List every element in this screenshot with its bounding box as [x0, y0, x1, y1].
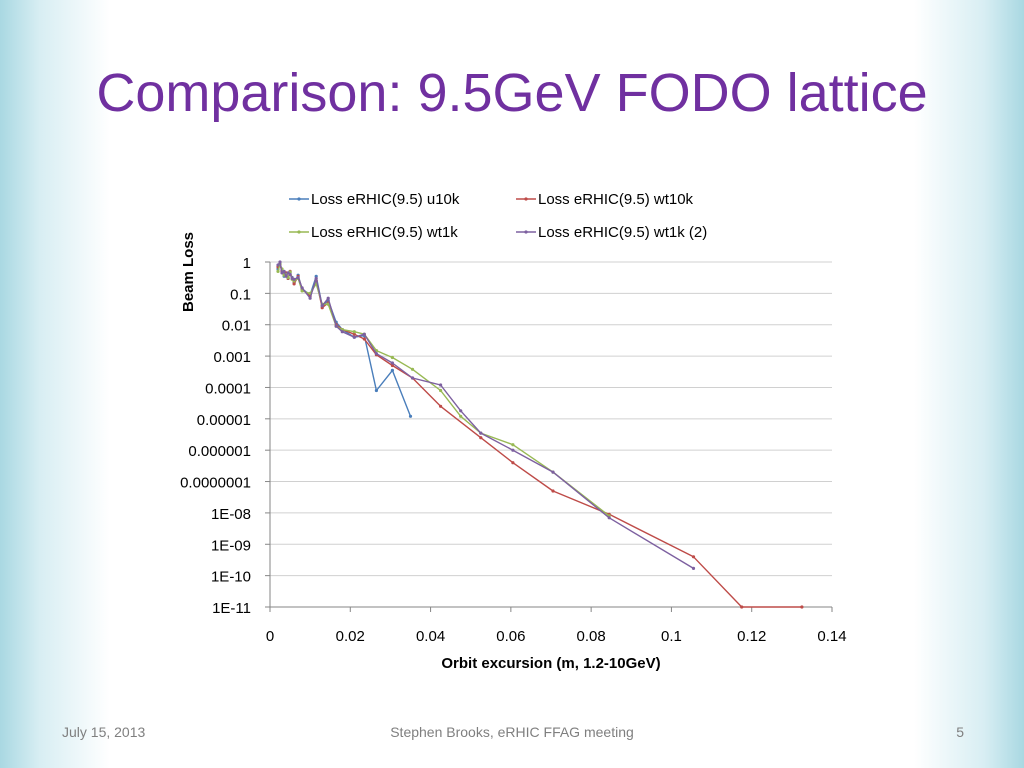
- y-tick-label: 0.1: [230, 286, 251, 303]
- data-point: [300, 286, 304, 290]
- data-point: [352, 332, 356, 336]
- data-point: [374, 352, 378, 356]
- series-line-4: [277, 261, 694, 570]
- footer-date: July 15, 2013: [62, 724, 146, 740]
- slide-number: 5: [956, 724, 964, 740]
- data-point: [278, 260, 282, 264]
- data-point: [292, 282, 296, 286]
- data-point: [276, 269, 280, 273]
- legend-marker: [524, 197, 528, 201]
- data-point: [551, 489, 555, 493]
- y-tick-label: 0.000001: [188, 443, 251, 460]
- data-point: [308, 296, 312, 300]
- legend-marker: [524, 230, 528, 234]
- data-point: [362, 337, 366, 341]
- data-point: [340, 330, 344, 334]
- legend-label: Loss eRHIC(9.5) wt10k: [538, 191, 694, 208]
- data-point: [459, 414, 463, 418]
- data-point: [296, 275, 300, 280]
- y-tick-label: 1E-09: [211, 537, 251, 554]
- y-tick-label: 0.00001: [197, 412, 251, 429]
- y-tick-label: 1E-11: [212, 600, 251, 617]
- x-tick-label: 0.08: [577, 628, 606, 645]
- data-point: [292, 277, 296, 281]
- data-point: [334, 324, 338, 328]
- data-point: [390, 363, 394, 368]
- series-line-1: [277, 262, 412, 417]
- data-point: [439, 383, 443, 387]
- data-point: [511, 461, 515, 465]
- y-tick-label: 0.0001: [205, 380, 251, 397]
- data-point: [362, 332, 366, 336]
- data-point: [691, 555, 696, 559]
- data-point: [511, 448, 515, 452]
- y-axis-title: Beam Loss: [180, 232, 197, 312]
- x-tick-label: 0.12: [737, 628, 766, 645]
- data-point: [410, 367, 415, 371]
- y-tick-label: 1E-08: [211, 506, 251, 523]
- data-point: [511, 443, 515, 447]
- legend-marker: [297, 230, 301, 234]
- data-point: [459, 409, 463, 413]
- data-point: [284, 274, 288, 278]
- data-point: [691, 566, 696, 571]
- data-point: [740, 605, 744, 609]
- data-point: [439, 388, 443, 393]
- data-point: [352, 330, 356, 334]
- data-point: [314, 276, 318, 280]
- x-tick-label: 0.1: [661, 628, 682, 645]
- data-point: [607, 516, 611, 520]
- data-point: [479, 431, 483, 435]
- y-tick-label: 1: [243, 255, 251, 272]
- data-point: [374, 388, 378, 393]
- x-tick-label: 0.02: [336, 628, 365, 645]
- legend-marker: [297, 197, 301, 201]
- legend-label: Loss eRHIC(9.5) wt1k (2): [538, 224, 707, 241]
- series-line-2: [277, 264, 802, 608]
- data-point: [479, 436, 483, 440]
- data-point: [282, 269, 286, 273]
- data-point: [439, 404, 443, 408]
- data-point: [326, 296, 330, 300]
- data-point: [390, 361, 394, 365]
- legend-label: Loss eRHIC(9.5) u10k: [311, 191, 460, 208]
- data-point: [390, 368, 394, 372]
- data-point: [288, 272, 292, 277]
- footer-presenter: Stephen Brooks, eRHIC FFAG meeting: [390, 724, 634, 740]
- data-point: [320, 304, 324, 308]
- y-tick-label: 0.01: [222, 318, 251, 335]
- data-point: [300, 289, 304, 293]
- data-point: [390, 355, 394, 360]
- legend-label: Loss eRHIC(9.5) wt1k: [311, 224, 458, 241]
- x-tick-label: 0: [266, 628, 274, 645]
- y-tick-label: 1E-10: [211, 569, 251, 586]
- data-point: [408, 414, 413, 418]
- data-point: [352, 335, 356, 339]
- x-tick-label: 0.14: [817, 628, 846, 645]
- x-tick-label: 0.04: [416, 628, 445, 645]
- slide-title: Comparison: 9.5GeV FODO lattice: [96, 63, 928, 123]
- data-point: [410, 376, 415, 380]
- x-tick-label: 0.06: [496, 628, 525, 645]
- data-point: [551, 470, 555, 474]
- y-tick-label: 0.0000001: [180, 475, 251, 492]
- data-point: [276, 263, 280, 267]
- y-tick-label: 0.001: [213, 349, 251, 366]
- data-point: [800, 605, 804, 609]
- x-axis-title: Orbit excursion (m, 1.2-10GeV): [441, 655, 660, 672]
